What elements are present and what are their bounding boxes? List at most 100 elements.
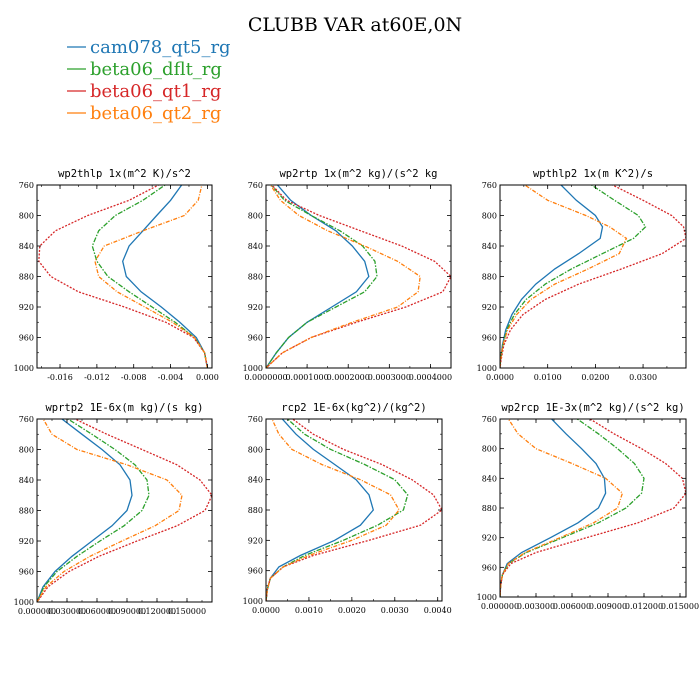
y-tick-label: 920: [248, 536, 263, 545]
series-line-cam078_qt5_rg: [122, 185, 209, 368]
x-tick-label: 0.015000: [661, 602, 699, 611]
series-line-cam078_qt5_rg: [266, 185, 370, 368]
series-line-beta06_qt2_rg: [94, 185, 209, 368]
y-tick-label: 880: [482, 504, 497, 513]
series-line-beta06_qt2_rg: [37, 419, 183, 602]
y-tick-label: 1000: [243, 364, 263, 373]
x-tick-label: -0.012: [84, 373, 110, 382]
panel-title: wp2thlp 1x(m^2 K)/s^2: [58, 168, 191, 180]
y-tick-label: 760: [248, 181, 263, 190]
panel-title: rcp2 1E-6x(kg^2)/(kg^2): [281, 402, 426, 414]
panel-3: wpthlp2 1x(m K^2)/s 760 800 840 880 920 960 100…: [477, 168, 687, 382]
x-tick-label: 0.0000000: [244, 373, 287, 382]
y-tick-label: 840: [248, 242, 263, 251]
series-line-beta06_qt2_rg: [266, 419, 400, 601]
y-tick-label: 760: [19, 415, 34, 424]
series-line-beta06_qt1_rg: [266, 185, 451, 368]
y-tick-label: 880: [19, 507, 34, 516]
y-tick-label: 920: [19, 303, 34, 312]
y-tick-label: 960: [19, 334, 34, 343]
series-line-beta06_dflt_rg: [500, 419, 645, 597]
series-line-beta06_dflt_rg: [37, 419, 150, 602]
panel-title: wpthlp2 1x(m K^2)/s: [533, 168, 653, 180]
series-line-beta06_dflt_rg: [266, 185, 378, 368]
y-tick-label: 880: [482, 273, 497, 282]
legend-label-cam078: cam078_qt5_rg: [90, 37, 231, 58]
plot-frame: [36, 418, 213, 603]
series-line-beta06_qt2_rg: [266, 185, 421, 368]
x-tick-label: -0.008: [121, 373, 147, 382]
y-tick-label: 1000: [14, 598, 34, 607]
x-tick-label: 0.012000: [625, 602, 663, 611]
y-tick-label: 800: [248, 212, 263, 221]
y-tick-label: 800: [482, 212, 497, 221]
panel-4: wprtp2 1E-6x(m kg)/(s kg) 760 800 840 880 920…: [14, 402, 213, 616]
y-tick-label: 960: [482, 334, 497, 343]
x-tick-label: 0.0002000: [327, 373, 370, 382]
y-tick-label: 1000: [14, 364, 34, 373]
y-tick-label: 920: [248, 303, 263, 312]
figure-title: CLUBB VAR at60E,0N: [248, 14, 462, 36]
plot-frame: [499, 418, 687, 598]
series-line-beta06_qt1_rg: [37, 419, 212, 602]
y-tick-label: 800: [19, 212, 34, 221]
panel-title: wp2rtp 1x(m^2 kg)/(s^2 kg: [279, 168, 437, 180]
series-line-cam078_qt5_rg: [500, 185, 604, 368]
plot-frame: [499, 184, 687, 369]
series-line-beta06_dflt_rg: [500, 185, 647, 368]
panel-6: wp2rcp 1E-3x(m^2 kg)/(s^2 kg) 760 800 840 88…: [477, 402, 699, 611]
x-tick-label: 0.000000: [18, 607, 56, 616]
x-tick-label: 0.0000: [486, 373, 514, 382]
y-tick-label: 960: [482, 563, 497, 572]
series-line-beta06_dflt_rg: [266, 419, 409, 601]
x-tick-label: -0.004: [158, 373, 184, 382]
x-tick-label: 0.003000: [517, 602, 555, 611]
x-tick-label: 0.000: [196, 373, 219, 382]
plot-frame: [265, 184, 452, 369]
x-tick-label: 0.060000: [78, 607, 116, 616]
x-tick-label: 0.0100: [534, 373, 562, 382]
x-tick-label: 0.120000: [138, 607, 176, 616]
legend-label-qt1: beta06_qt1_rg: [90, 81, 221, 102]
y-tick-label: 1000: [477, 593, 497, 602]
y-tick-label: 800: [19, 446, 34, 455]
y-tick-label: 880: [19, 273, 34, 282]
x-tick-label: 0.000000: [481, 602, 519, 611]
y-tick-label: 920: [482, 534, 497, 543]
x-tick-label: 0.030000: [48, 607, 86, 616]
y-tick-label: 760: [248, 415, 263, 424]
y-tick-label: 880: [248, 273, 263, 282]
series-line-beta06_qt2_rg: [500, 185, 628, 368]
panel-title: wp2rcp 1E-3x(m^2 kg)/(s^2 kg): [501, 402, 684, 414]
y-tick-label: 840: [482, 474, 497, 483]
y-tick-label: 840: [248, 476, 263, 485]
y-tick-label: 840: [19, 476, 34, 485]
legend-label-dflt: beta06_dflt_rg: [90, 59, 222, 80]
legend-label-qt2: beta06_qt2_rg: [90, 103, 221, 124]
x-tick-label: 0.090000: [108, 607, 146, 616]
series-line-cam078_qt5_rg: [37, 419, 133, 602]
y-tick-label: 960: [248, 334, 263, 343]
panel-2: wp2rtp 1x(m^2 kg)/(s^2 kg 760 800 840 880 920…: [243, 168, 452, 382]
y-tick-label: 800: [248, 445, 263, 454]
x-tick-label: 0.0200: [581, 373, 609, 382]
y-tick-label: 960: [248, 567, 263, 576]
series-line-beta06_qt1_rg: [500, 185, 686, 368]
x-tick-label: 0.0010: [295, 606, 323, 615]
x-tick-label: 0.0001000: [285, 373, 328, 382]
x-tick-label: 0.006000: [553, 602, 591, 611]
x-tick-label: 0.0000: [252, 606, 280, 615]
y-tick-label: 1000: [477, 364, 497, 373]
panel-5: rcp2 1E-6x(kg^2)/(kg^2) 760 800 840 880 920 96…: [243, 402, 452, 615]
x-tick-label: 0.150000: [168, 607, 206, 616]
legend: cam078_qt5_rg beta06_dflt_rg beta06_qt1_…: [67, 37, 231, 124]
x-tick-label: 0.0040: [424, 606, 452, 615]
series-line-cam078_qt5_rg: [266, 419, 375, 601]
y-tick-label: 840: [482, 242, 497, 251]
x-tick-label: 0.0020: [338, 606, 366, 615]
y-tick-label: 960: [19, 568, 34, 577]
y-tick-label: 760: [482, 415, 497, 424]
panels: wp2thlp 1x(m^2 K)/s^2 760 800 840 880 920 960 1…: [14, 168, 699, 616]
x-tick-label: -0.016: [47, 373, 73, 382]
